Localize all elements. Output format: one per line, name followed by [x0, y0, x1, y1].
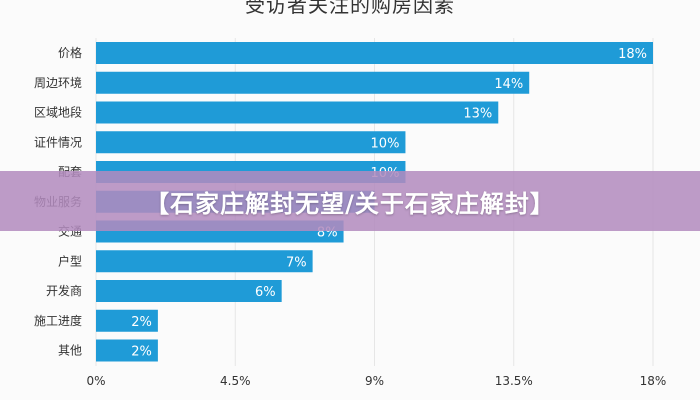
category-label-7: 户型 [58, 253, 82, 268]
banner-title: 【石家庄解封无望/关于石家庄解封】 [145, 189, 555, 218]
x-tick-label-1: 4.5% [220, 374, 251, 388]
data-label-2: 13% [463, 107, 492, 122]
data-label-10: 2% [131, 345, 152, 360]
data-label-0: 18% [618, 47, 647, 62]
x-tick-label-2: 9% [365, 374, 384, 388]
category-label-0: 价格 [58, 45, 82, 60]
data-label-8: 6% [255, 285, 276, 300]
bar-10 [96, 339, 158, 362]
bar-7 [96, 250, 313, 273]
data-label-3: 10% [371, 136, 400, 151]
category-label-8: 开发商 [46, 283, 82, 298]
category-label-9: 施工进度 [34, 313, 82, 328]
data-label-9: 2% [131, 315, 152, 330]
data-label-7: 7% [286, 255, 307, 270]
bar-8 [96, 280, 282, 302]
bar-9 [96, 309, 158, 332]
category-label-1: 周边环境 [34, 75, 82, 90]
data-label-1: 14% [494, 77, 523, 92]
article-title-banner: 【石家庄解封无望/关于石家庄解封】 [0, 171, 700, 231]
category-label-3: 证件情况 [34, 135, 82, 149]
chart-title: 受访者关注的购房因素 [245, 0, 455, 17]
x-tick-label-3: 13.5% [495, 374, 533, 388]
x-tick-label-4: 18% [640, 374, 667, 388]
bar-1 [96, 71, 530, 94]
bar-2 [96, 101, 499, 124]
x-tick-label-0: 0% [86, 374, 105, 388]
category-label-10: 其他 [58, 344, 82, 358]
bar-3 [96, 131, 406, 154]
category-label-2: 区域地段 [34, 105, 82, 120]
bar-0 [96, 42, 653, 64]
